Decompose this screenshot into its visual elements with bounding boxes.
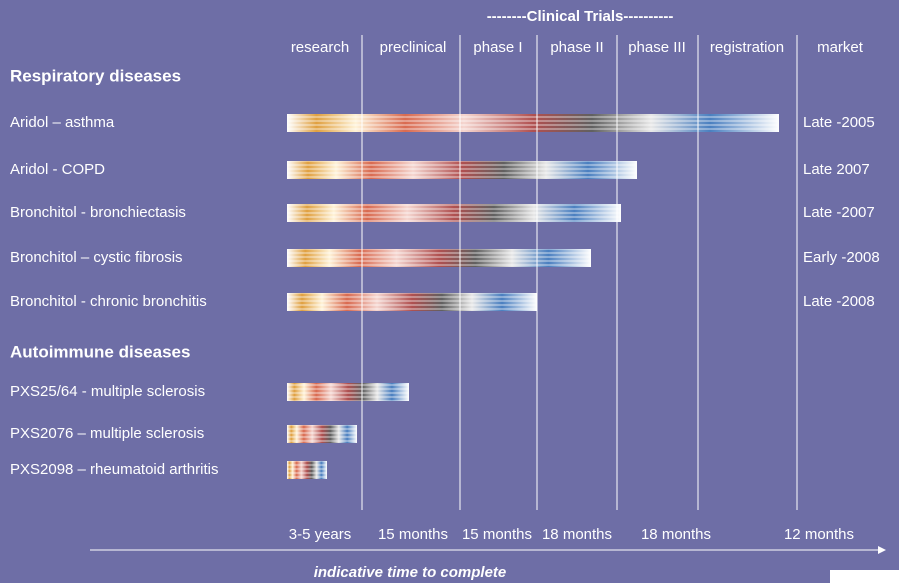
- market-date: Late -2008: [803, 293, 875, 310]
- row-label: Aridol - COPD: [10, 161, 105, 178]
- bar-texture: [287, 383, 409, 401]
- row-label: PXS25/64 - multiple sclerosis: [10, 383, 205, 400]
- row-label: Bronchitol - chronic bronchitis: [10, 293, 207, 310]
- market-date: Late -2005: [803, 114, 875, 131]
- section-title: Autoimmune diseases: [10, 342, 190, 361]
- duration: 12 months: [784, 526, 854, 543]
- duration: 3-5 years: [289, 526, 352, 543]
- pipeline-bars: [287, 114, 779, 479]
- row-label: PXS2076 – multiple sclerosis: [10, 425, 204, 442]
- market-date: Early -2008: [803, 249, 880, 266]
- bar-texture: [287, 161, 637, 179]
- bar-texture: [287, 114, 779, 132]
- row-label: Bronchitol – cystic fibrosis: [10, 249, 183, 266]
- bar-texture: [287, 204, 621, 222]
- duration: 15 months: [462, 526, 532, 543]
- group-header: --------Clinical Trials----------: [487, 8, 674, 25]
- bar-texture: [287, 293, 537, 311]
- logo: [830, 570, 899, 583]
- phase-label: preclinical: [380, 39, 447, 56]
- phase-label: phase II: [550, 39, 603, 56]
- section-title: Respiratory diseases: [10, 66, 181, 85]
- footer-note: indicative time to complete: [314, 564, 507, 581]
- duration: 18 months: [641, 526, 711, 543]
- phase-label: registration: [710, 39, 784, 56]
- duration: 15 months: [378, 526, 448, 543]
- row-label: Aridol – asthma: [10, 114, 115, 131]
- row-label: PXS2098 – rheumatoid arthritis: [10, 461, 218, 478]
- market-date: Late 2007: [803, 161, 870, 178]
- bar-texture: [287, 249, 591, 267]
- bar-texture: [287, 425, 357, 443]
- phase-label: research: [291, 39, 349, 56]
- phase-label: market: [817, 39, 864, 56]
- phase-label: phase I: [473, 39, 522, 56]
- market-date: Late -2007: [803, 204, 875, 221]
- phase-label: phase III: [628, 39, 686, 56]
- arrow-head: [878, 546, 886, 554]
- row-label: Bronchitol - bronchiectasis: [10, 204, 186, 221]
- duration: 18 months: [542, 526, 612, 543]
- bar-texture: [287, 461, 327, 479]
